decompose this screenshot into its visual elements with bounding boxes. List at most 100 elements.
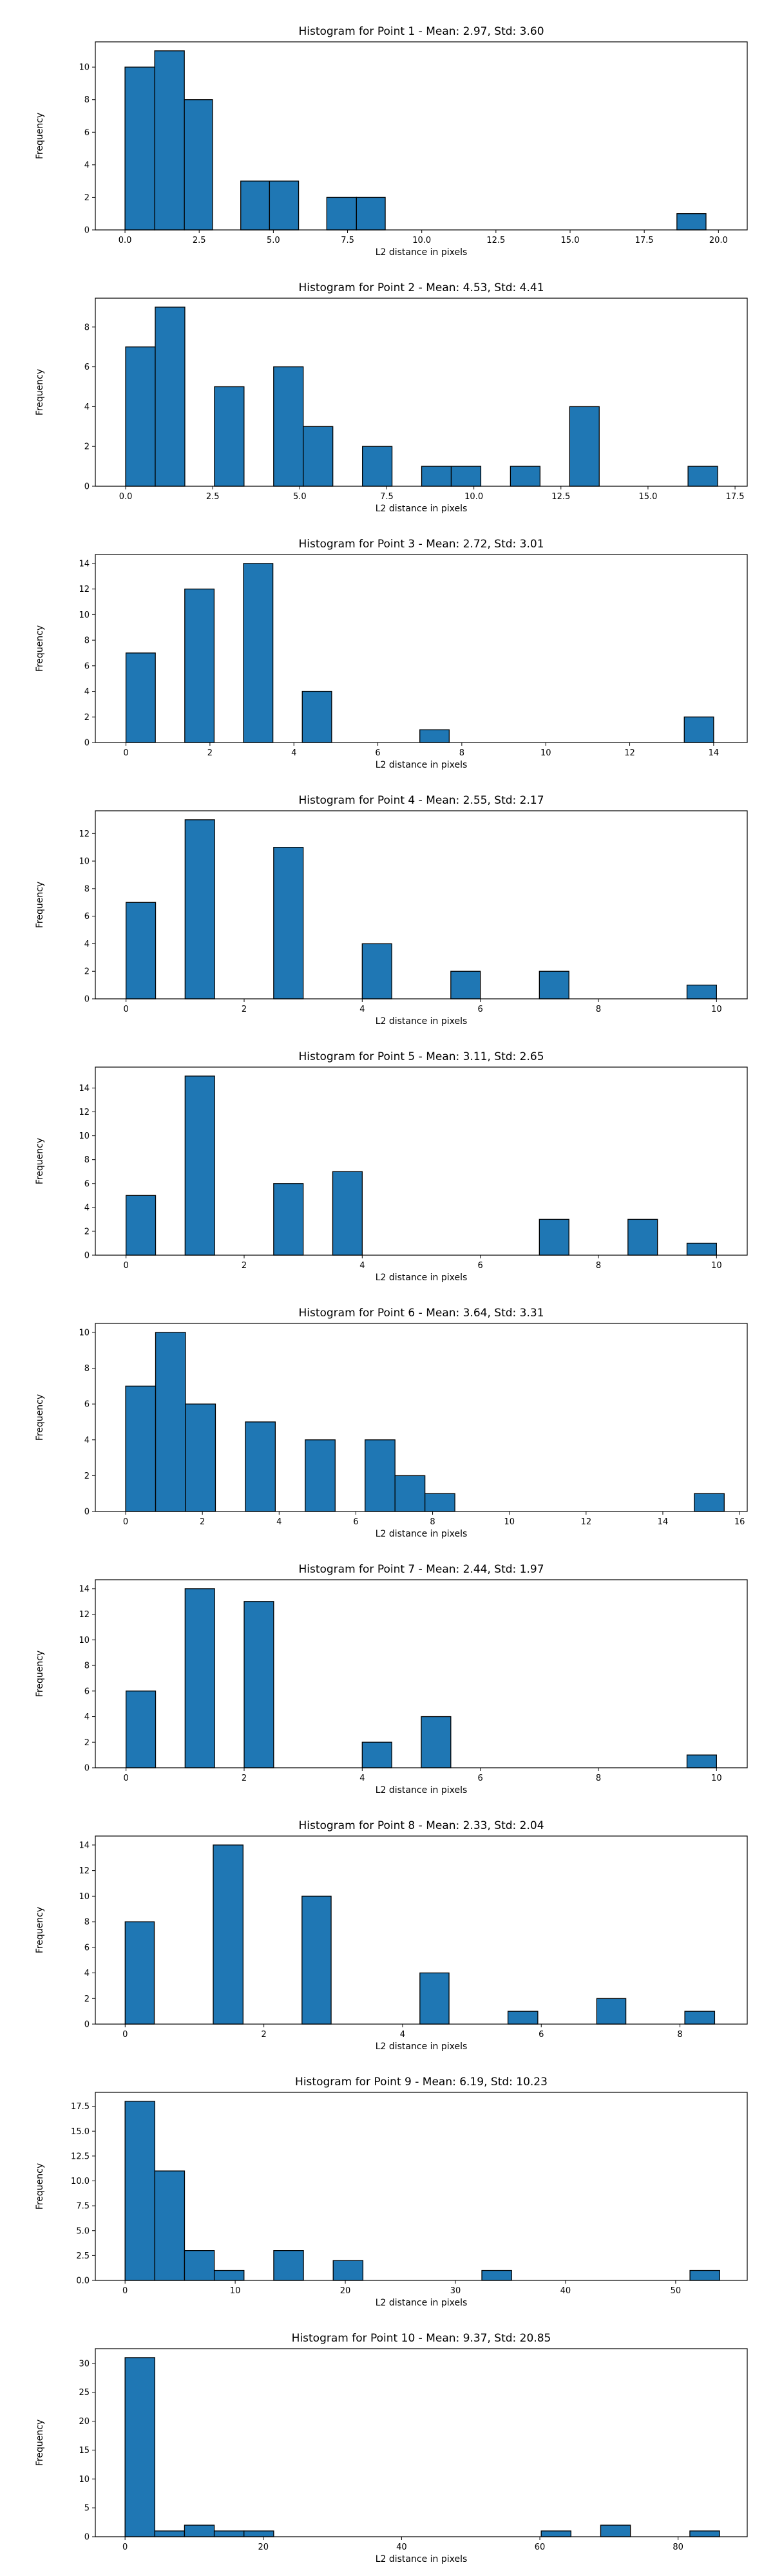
- y-tick-label: 8: [84, 1364, 90, 1374]
- y-tick-label: 14: [79, 1084, 90, 1094]
- x-tick-label: 8: [596, 1005, 601, 1014]
- y-tick-label: 12: [79, 1610, 90, 1620]
- histogram-bar: [214, 386, 245, 487]
- histogram-bar: [273, 1183, 304, 1256]
- chart-title: Histogram for Point 6 - Mean: 3.64, Std:…: [298, 1307, 544, 1320]
- y-tick-label: 2: [84, 442, 90, 452]
- histogram-bar: [273, 2250, 304, 2281]
- x-tick-label: 6: [478, 1261, 483, 1271]
- x-tick-label: 4: [276, 1517, 282, 1527]
- x-tick-label: 2: [242, 1005, 247, 1014]
- y-tick-label: 0: [84, 2533, 90, 2543]
- x-tick-label: 20: [258, 2543, 269, 2552]
- histogram-bar: [539, 971, 569, 999]
- y-axis-label: Frequency: [35, 369, 45, 415]
- y-tick-label: 0: [84, 1508, 90, 1517]
- chart-8: Histogram for Point 8 - Mean: 2.33, Std:…: [35, 1819, 748, 2052]
- y-tick-label: 6: [84, 912, 90, 922]
- histogram-bar: [124, 66, 155, 231]
- y-tick-label: 0: [84, 226, 90, 236]
- x-tick-label: 6: [539, 2030, 544, 2040]
- axes-frame: [95, 1066, 748, 1256]
- chart-4: Histogram for Point 4 - Mean: 2.55, Std:…: [35, 794, 748, 1027]
- y-axis-label: Frequency: [35, 1138, 45, 1184]
- x-axis-label: L2 distance in pixels: [376, 504, 468, 514]
- axes-frame: [95, 554, 748, 743]
- x-tick-label: 7.5: [380, 492, 394, 502]
- histogram-bar: [155, 1332, 186, 1512]
- histogram-bar: [126, 1690, 157, 1768]
- y-axis-label: Frequency: [35, 2163, 45, 2210]
- histogram-bar: [243, 2530, 274, 2537]
- histogram-bar: [269, 180, 300, 231]
- chart-title: Histogram for Point 7 - Mean: 2.44, Std:…: [298, 1563, 544, 1576]
- x-tick-label: 12: [624, 748, 635, 758]
- y-tick-label: 10: [79, 63, 90, 73]
- y-tick-label: 2.5: [76, 2251, 90, 2261]
- axes-frame: [95, 298, 748, 487]
- histogram-bar: [421, 466, 452, 487]
- histogram-bar: [273, 847, 304, 999]
- histogram-bar: [301, 1895, 332, 2025]
- histogram-bar: [273, 366, 304, 487]
- y-tick-label: 10: [79, 1892, 90, 1902]
- x-tick-label: 60: [535, 2543, 546, 2552]
- x-tick-label: 4: [291, 748, 296, 758]
- chart-1: Histogram for Point 1 - Mean: 2.97, Std:…: [35, 25, 748, 258]
- y-tick-label: 2: [84, 193, 90, 203]
- x-tick-label: 0.0: [119, 236, 132, 245]
- axes-frame: [95, 41, 748, 231]
- x-tick-label: 2.5: [193, 236, 206, 245]
- y-tick-label: 0: [84, 2020, 90, 2030]
- histogram-bar: [126, 902, 157, 999]
- x-axis-label: L2 distance in pixels: [376, 1273, 468, 1283]
- histogram-bar: [332, 1171, 363, 1256]
- y-axis-label: Frequency: [35, 2420, 45, 2466]
- x-tick-label: 4: [359, 1774, 365, 1783]
- axes-frame: [95, 2348, 748, 2537]
- histogram-bar: [450, 971, 481, 999]
- chart-title: Histogram for Point 3 - Mean: 2.72, Std:…: [298, 538, 544, 551]
- histogram-bar: [356, 196, 386, 231]
- y-axis-label: Frequency: [35, 882, 45, 928]
- histogram-bar: [184, 819, 215, 999]
- x-tick-label: 2: [261, 2030, 266, 2040]
- y-tick-label: 8: [84, 636, 90, 646]
- x-tick-label: 6: [375, 748, 380, 758]
- histogram-bar: [421, 1716, 452, 1768]
- y-tick-label: 6: [84, 128, 90, 138]
- histogram-bar: [450, 466, 482, 487]
- x-tick-label: 17.5: [726, 492, 745, 502]
- x-tick-label: 40: [560, 2286, 571, 2296]
- x-tick-label: 0: [124, 1261, 129, 1271]
- y-tick-label: 4: [84, 402, 90, 412]
- y-tick-label: 5: [84, 2504, 90, 2514]
- histogram-bar: [303, 426, 334, 487]
- y-tick-label: 15.0: [71, 2127, 90, 2137]
- x-axis-label: L2 distance in pixels: [376, 2554, 468, 2564]
- chart-3: Histogram for Point 3 - Mean: 2.72, Std:…: [35, 538, 748, 770]
- histogram-bar: [245, 1421, 276, 1512]
- y-tick-label: 14: [79, 1584, 90, 1594]
- y-tick-label: 0: [84, 482, 90, 492]
- y-tick-label: 8: [84, 1662, 90, 1671]
- histogram-bar: [540, 2530, 571, 2537]
- x-tick-label: 10: [711, 1005, 722, 1014]
- y-axis-label: Frequency: [35, 113, 45, 159]
- histogram-bar: [481, 2269, 512, 2281]
- x-tick-label: 10: [711, 1261, 722, 1271]
- x-tick-label: 6: [353, 1517, 358, 1527]
- y-tick-label: 30: [79, 2359, 90, 2369]
- axes-frame: [95, 1579, 748, 1768]
- y-tick-label: 14: [79, 1841, 90, 1850]
- chart-7: Histogram for Point 7 - Mean: 2.44, Std:…: [35, 1563, 748, 1795]
- histogram-bar: [686, 984, 717, 999]
- x-tick-label: 10: [711, 1774, 722, 1783]
- x-tick-label: 2: [242, 1774, 247, 1783]
- y-tick-label: 6: [84, 1943, 90, 1953]
- x-axis-label: L2 distance in pixels: [376, 2298, 468, 2308]
- histogram-bar: [125, 346, 156, 487]
- histogram-bar: [600, 2524, 631, 2537]
- axes-frame: [95, 1323, 748, 1512]
